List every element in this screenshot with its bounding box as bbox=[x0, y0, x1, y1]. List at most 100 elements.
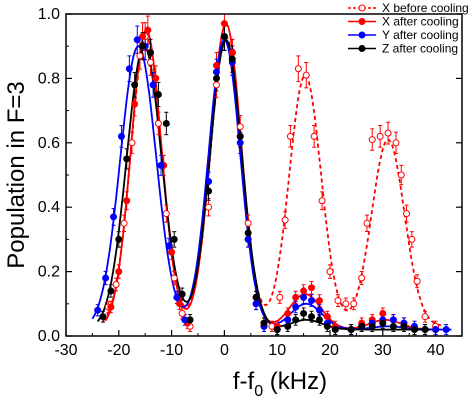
data-point bbox=[120, 219, 128, 227]
x-axis-title-subscript: 0 bbox=[254, 383, 263, 400]
data-point bbox=[308, 297, 316, 305]
data-point bbox=[125, 65, 133, 73]
data-point bbox=[107, 287, 115, 295]
data-point bbox=[139, 33, 147, 41]
data-point bbox=[358, 322, 366, 330]
data-point bbox=[178, 290, 186, 298]
data-point bbox=[347, 326, 355, 334]
data-point bbox=[413, 277, 421, 285]
data-point bbox=[363, 219, 371, 227]
data-point bbox=[310, 132, 318, 140]
data-point bbox=[292, 293, 300, 301]
data-point bbox=[260, 319, 268, 327]
data-point bbox=[308, 284, 316, 292]
data-point bbox=[115, 235, 123, 243]
data-point bbox=[170, 235, 178, 243]
x-tick-label: 20 bbox=[321, 342, 339, 359]
data-point bbox=[133, 36, 141, 44]
data-point bbox=[112, 280, 120, 288]
data-point bbox=[212, 74, 220, 82]
data-point bbox=[162, 119, 170, 127]
data-point bbox=[294, 65, 302, 73]
data-point bbox=[107, 303, 115, 311]
data-point bbox=[252, 300, 260, 308]
legend-label: X after cooling bbox=[382, 15, 459, 29]
legend-swatch-marker bbox=[358, 31, 366, 39]
data-point bbox=[212, 62, 220, 70]
data-point bbox=[128, 139, 136, 147]
data-point bbox=[421, 313, 429, 321]
data-point bbox=[281, 216, 289, 224]
data-point bbox=[292, 303, 300, 311]
data-point bbox=[228, 55, 236, 63]
data-point bbox=[244, 229, 252, 237]
y-axis: 0.0 0.2 0.4 0.6 0.8 1.0 bbox=[38, 6, 462, 345]
data-point bbox=[389, 322, 397, 330]
data-point bbox=[379, 319, 387, 327]
data-point bbox=[205, 203, 213, 211]
x-tick-label: 40 bbox=[427, 342, 445, 359]
data-point bbox=[284, 322, 292, 330]
data-point bbox=[186, 316, 194, 324]
data-point bbox=[292, 316, 300, 324]
data-point bbox=[168, 248, 176, 256]
data-point bbox=[212, 81, 220, 89]
data-point bbox=[389, 316, 397, 324]
x-axis-title-unit: (kHz) bbox=[263, 368, 327, 395]
data-point bbox=[123, 197, 131, 205]
legend-label: X before cooling bbox=[382, 1, 469, 15]
data-point bbox=[342, 300, 350, 308]
data-point bbox=[110, 213, 118, 221]
data-point bbox=[236, 123, 244, 131]
y-tick-label: 0.0 bbox=[38, 328, 60, 345]
data-point bbox=[326, 268, 334, 276]
data-point bbox=[334, 297, 342, 305]
y-tick-label: 0.6 bbox=[38, 135, 60, 152]
data-point bbox=[136, 52, 144, 60]
data-point bbox=[376, 132, 384, 140]
data-point bbox=[284, 316, 292, 324]
data-point bbox=[178, 309, 186, 317]
data-point bbox=[149, 81, 157, 89]
legend-swatch-marker bbox=[358, 45, 366, 52]
legend-item: Z after cooling bbox=[348, 42, 458, 56]
y-tick-label: 0.4 bbox=[38, 199, 60, 216]
data-point bbox=[410, 326, 418, 334]
data-point bbox=[165, 242, 173, 250]
y-tick-label: 1.0 bbox=[38, 6, 60, 23]
data-point bbox=[236, 132, 244, 140]
data-point bbox=[421, 326, 429, 334]
x-tick-label: -30 bbox=[54, 342, 77, 359]
legend-label: Y after cooling bbox=[382, 28, 459, 42]
data-point bbox=[315, 297, 323, 305]
data-point bbox=[397, 171, 405, 179]
x-axis-title-main: f-f bbox=[233, 368, 255, 395]
data-point bbox=[300, 287, 308, 295]
fit-curves bbox=[91, 22, 452, 331]
data-point bbox=[228, 49, 236, 57]
data-point bbox=[154, 91, 162, 98]
data-point bbox=[146, 49, 154, 57]
legend-item: X after cooling bbox=[348, 15, 459, 29]
y-tick-label: 0.2 bbox=[38, 264, 60, 281]
x-tick-label: 10 bbox=[268, 342, 286, 359]
data-point bbox=[139, 42, 147, 50]
data-point bbox=[212, 68, 220, 76]
data-point bbox=[131, 100, 139, 108]
y-tick-label: 0.8 bbox=[38, 70, 60, 87]
data-point bbox=[403, 210, 411, 218]
y-axis-title: Population in F=3 bbox=[3, 81, 30, 268]
data-point bbox=[144, 26, 152, 34]
data-point bbox=[315, 316, 323, 324]
data-point bbox=[173, 293, 181, 301]
data-point bbox=[205, 177, 213, 185]
data-point bbox=[323, 322, 331, 330]
data-point bbox=[400, 322, 408, 330]
data-point bbox=[220, 20, 228, 28]
data-point bbox=[384, 129, 392, 137]
data-point bbox=[442, 326, 450, 334]
data-point bbox=[102, 274, 110, 282]
x-tick-label: -20 bbox=[107, 342, 130, 359]
legend-swatch-marker bbox=[358, 18, 366, 25]
